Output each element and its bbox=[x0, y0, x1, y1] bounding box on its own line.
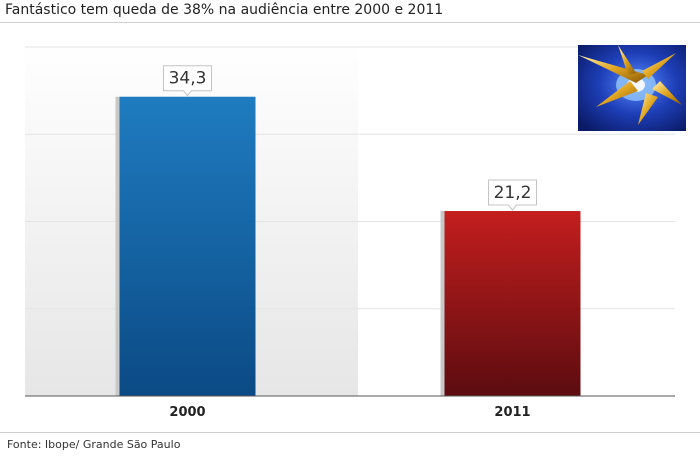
bar-chart: 34,3 21,2 2000 2011 bbox=[25, 40, 675, 420]
bar-shadow-2011 bbox=[440, 211, 445, 396]
fantastico-logo-icon bbox=[578, 45, 686, 131]
chart-title: Fantástico tem queda de 38% na audiência… bbox=[5, 2, 444, 18]
x-tick-label-2000: 2000 bbox=[169, 405, 205, 420]
data-label-2000: 34,3 bbox=[169, 69, 207, 89]
title-divider bbox=[0, 22, 700, 23]
x-tick-label-2011: 2011 bbox=[494, 405, 530, 420]
data-label-2011: 21,2 bbox=[494, 183, 532, 203]
footer-divider bbox=[0, 432, 700, 433]
data-label-bubble-2011 bbox=[488, 179, 537, 211]
bar-2000 bbox=[119, 96, 256, 397]
data-label-bubble-2000 bbox=[163, 65, 212, 97]
bar-shadow-2000 bbox=[115, 96, 120, 397]
source-note: Fonte: Ibope/ Grande São Paulo bbox=[7, 438, 181, 451]
bar-2011 bbox=[444, 211, 581, 396]
